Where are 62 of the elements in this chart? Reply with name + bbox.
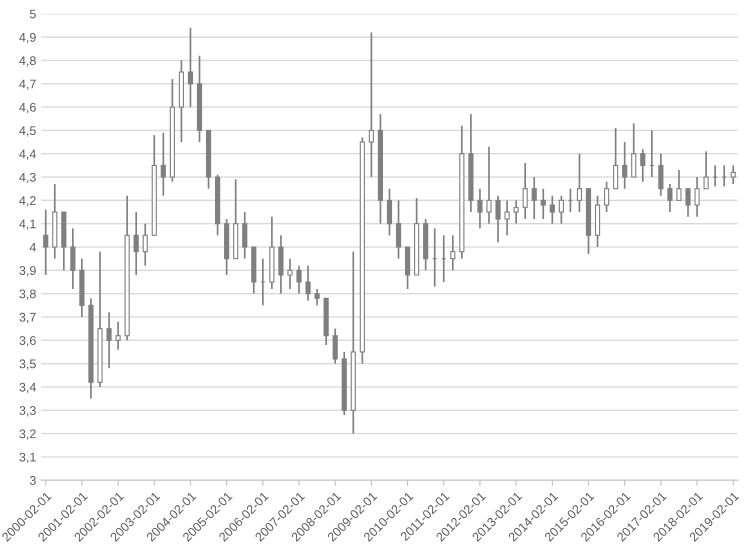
candlestick [558, 194, 564, 225]
candlestick [386, 188, 392, 236]
candlestick [160, 132, 166, 197]
candlestick [550, 194, 555, 225]
y-tick-label: 3,5 [19, 359, 36, 370]
y-tick-label: 4,8 [19, 56, 36, 67]
y-tick-label: 4,6 [19, 102, 36, 114]
candlestick [287, 258, 293, 290]
candlestick [631, 122, 636, 178]
candlestick [305, 264, 311, 302]
candlestick [450, 234, 456, 272]
candlestick [296, 264, 302, 294]
y-tick-label: 3 [30, 476, 36, 485]
candlestick [477, 188, 483, 230]
candlestick [504, 200, 510, 236]
candlestick [667, 183, 673, 213]
y-tick-label: 4,4 [19, 150, 36, 160]
y-tick-label: 4,3 [19, 172, 36, 184]
candlestick [694, 176, 700, 218]
y-tick-label: 3,9 [19, 266, 36, 276]
candlestick [676, 169, 682, 202]
candlestick [522, 162, 528, 220]
candlestick [685, 188, 691, 218]
candlestick [604, 180, 610, 213]
y-tick-label: 3,2 [19, 429, 36, 440]
candlestick [730, 164, 736, 185]
candlestick [576, 152, 582, 213]
candlestick [242, 211, 248, 260]
candlestick [368, 32, 374, 178]
candlestick [613, 127, 618, 190]
y-tick-label: 4,2 [19, 196, 36, 207]
candlestick [70, 228, 76, 290]
y-tick-label: 3,7 [19, 312, 36, 324]
y-tick-label: 3,8 [19, 289, 36, 300]
y-tick-label: 4,5 [19, 126, 36, 137]
candlestick [704, 150, 709, 190]
candlestick [532, 176, 537, 220]
candlestick [396, 200, 402, 260]
candlestick [188, 26, 194, 108]
y-tick-label: 4,1 [19, 220, 36, 230]
candlestick [43, 208, 48, 276]
candlestick [134, 211, 139, 276]
y-tick-label: 4,7 [19, 80, 36, 90]
candlestick [314, 288, 320, 306]
candlestick [514, 200, 519, 225]
candlestick [142, 222, 148, 267]
y-tick-label: 3,4 [19, 382, 36, 394]
candlestick [540, 188, 546, 220]
y-tick-label: 4,9 [19, 32, 36, 44]
candlestick [486, 146, 492, 225]
y-tick-label: 3,3 [19, 406, 36, 416]
y-tick-label: 4 [30, 242, 36, 252]
candlestick [622, 141, 628, 190]
candlestick [640, 148, 646, 183]
candlestick [495, 194, 501, 244]
candlestick [106, 311, 112, 370]
candlestick [658, 152, 664, 197]
candlestick [116, 320, 121, 350]
candlestick [332, 328, 338, 364]
y-tick-label: 3,1 [19, 452, 36, 464]
y-tick-label: 3,6 [19, 336, 36, 346]
y-tick-label: 5 [30, 10, 36, 18]
